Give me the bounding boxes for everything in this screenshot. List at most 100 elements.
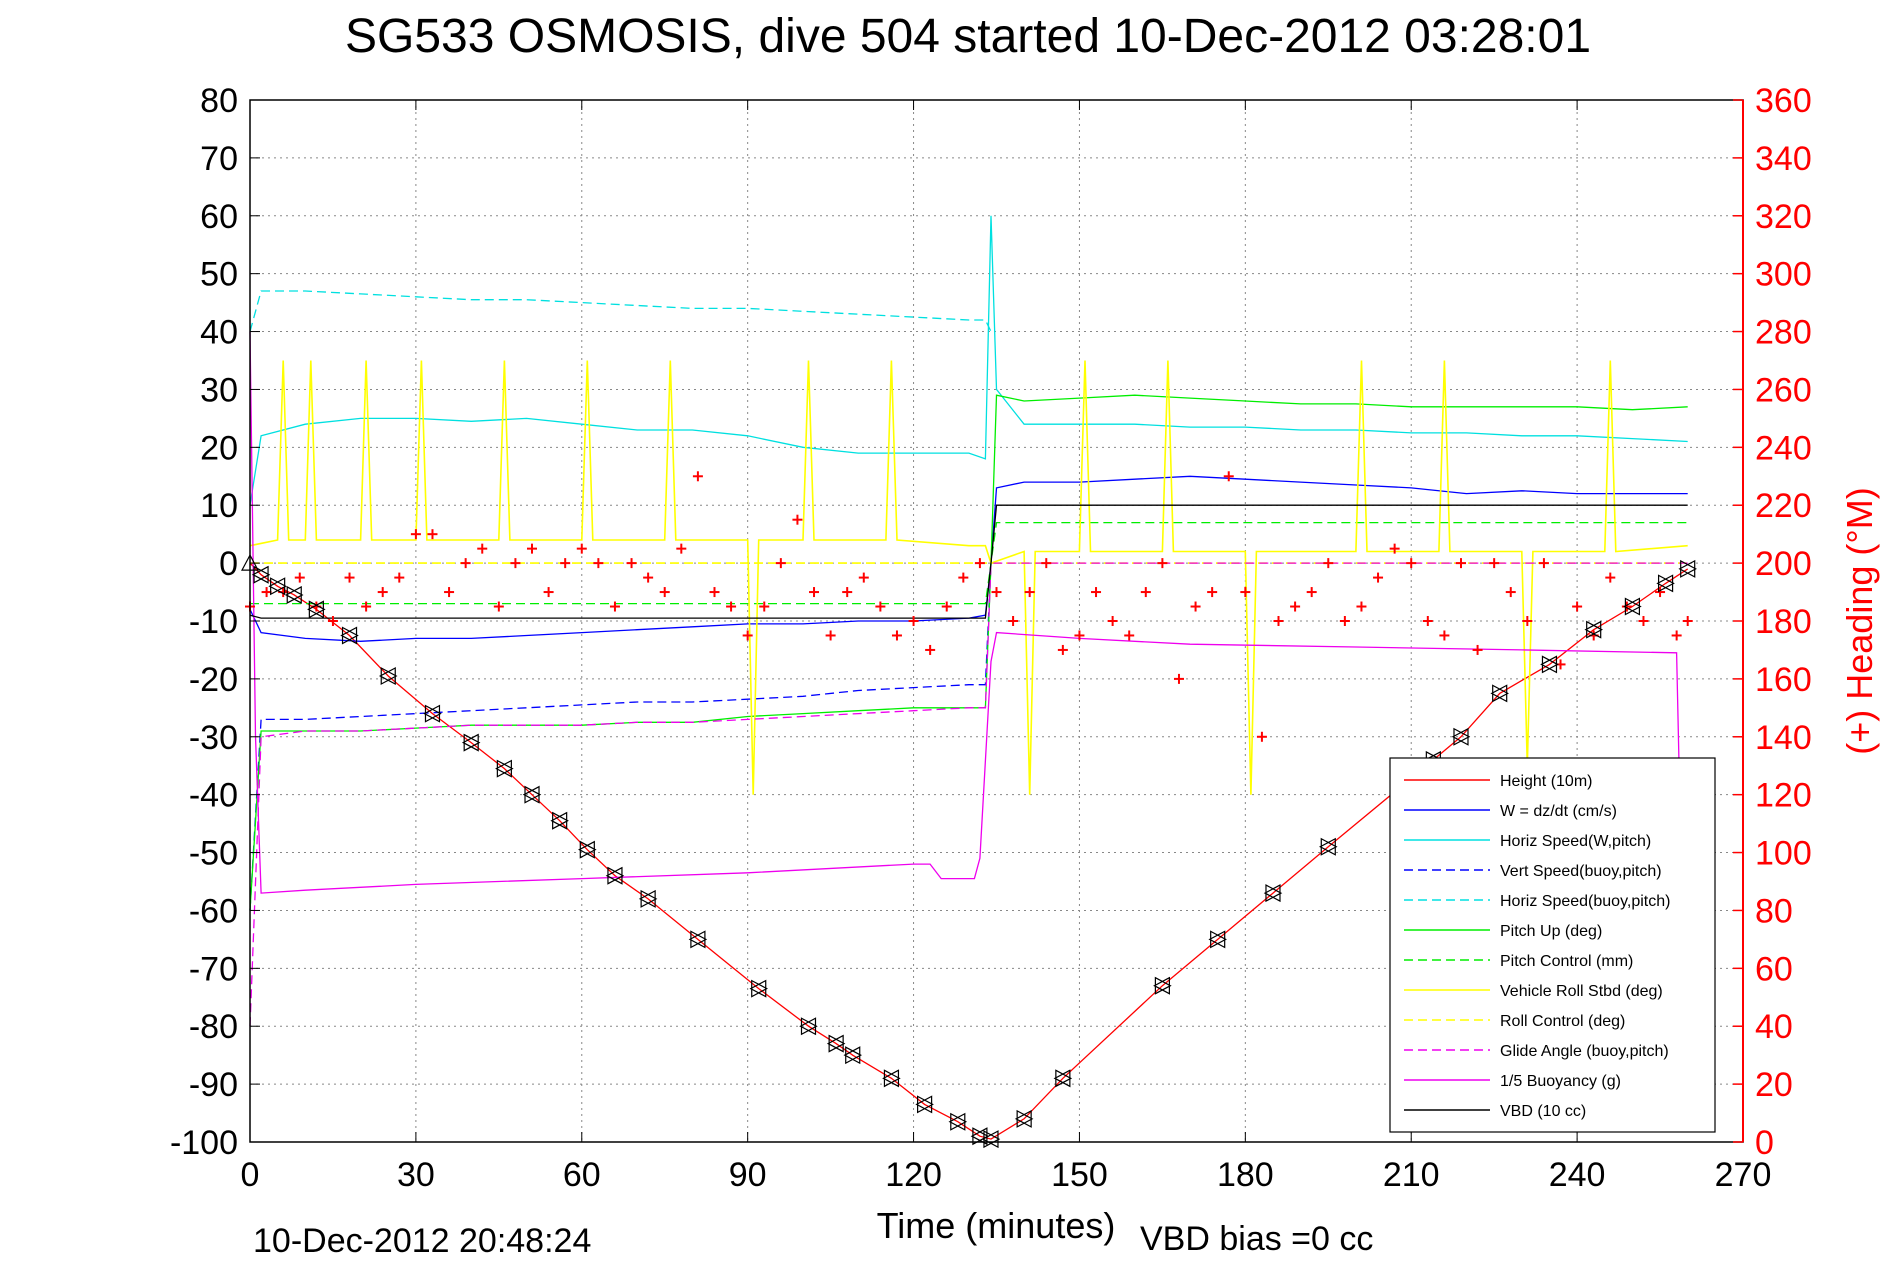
heading-point [1273, 616, 1284, 626]
series-vehicle-roll-stbd-deg [249, 360, 1688, 795]
heading-point [1522, 616, 1533, 626]
y-tick-label: 60 [200, 198, 238, 236]
y-tick-label: 80 [200, 82, 238, 120]
heading-point [1572, 601, 1583, 612]
height-marker [461, 733, 479, 752]
heading-point [344, 572, 355, 583]
y2-tick-label: 140 [1755, 719, 1812, 757]
y-tick-label: 30 [200, 371, 238, 409]
heading-point [1207, 587, 1218, 598]
y2-tick-label: 100 [1755, 835, 1812, 873]
height-marker [1451, 727, 1469, 746]
heading-point [593, 558, 604, 569]
heading-point [626, 558, 637, 569]
heading-point [1256, 731, 1267, 742]
height-marker [578, 840, 595, 859]
x-tick-label: 270 [1715, 1156, 1772, 1194]
legend: Height (10m) W = dz/dt (cm/s) Horiz Speed(… [1389, 757, 1716, 1133]
height-marker [948, 1112, 966, 1131]
heading-point [1422, 616, 1433, 626]
height-marker [307, 600, 324, 619]
series-1-5-buoyancy-g [249, 331, 1683, 911]
heading-point [527, 543, 538, 554]
y2-tick-label: 120 [1755, 777, 1812, 815]
heading-point [775, 558, 786, 569]
heading-point [809, 587, 820, 598]
heading-point [842, 587, 853, 598]
y-tick-label: -10 [189, 603, 238, 641]
heading-point [477, 543, 488, 554]
legend-label: 1/5 Buoyancy (g) [1500, 1073, 1621, 1090]
y2-tick-label: 20 [1755, 1066, 1793, 1104]
y-tick-label: 50 [200, 256, 238, 294]
height-marker [970, 1127, 988, 1146]
height-marker [688, 930, 706, 949]
x-tick-label: 180 [1217, 1156, 1274, 1194]
heading-point [410, 529, 421, 540]
height-marker [1319, 837, 1336, 856]
heading-point [1638, 616, 1649, 626]
heading-point [543, 587, 554, 598]
heading-point [1373, 572, 1384, 583]
y-tick-label: -70 [189, 950, 238, 988]
heading-point [941, 601, 952, 612]
y-tick-label: -60 [189, 892, 238, 930]
heading-point [1290, 601, 1301, 612]
heading-point [974, 558, 985, 569]
y2-tick-label: 240 [1755, 429, 1812, 467]
y2-tick-label: 300 [1755, 256, 1812, 294]
y2-tick-label: 340 [1755, 140, 1812, 178]
heading-point [1489, 558, 1500, 569]
y-tick-label: 70 [200, 140, 238, 178]
x-axis-label: Time (minutes) [877, 1205, 1116, 1246]
heading-point [427, 529, 438, 540]
heading-point [1439, 630, 1450, 641]
height-marker [251, 565, 269, 584]
y-tick-label: -90 [189, 1066, 238, 1104]
legend-label: Pitch Control (mm) [1500, 953, 1633, 970]
y2-tick-label: 360 [1755, 82, 1812, 120]
legend-label: Horiz Speed(buoy,pitch) [1500, 893, 1670, 910]
height-marker [1263, 884, 1281, 903]
heading-point [394, 572, 405, 583]
heading-point [709, 587, 720, 598]
y-tick-label: -80 [189, 1008, 238, 1046]
axis-layer: 0 30 60 90 120 150 180 210 240 270-100-90-80-70-6… [170, 82, 1812, 1194]
heading-point [659, 587, 670, 598]
x-tick-label: 150 [1051, 1156, 1108, 1194]
legend-label: Vehicle Roll Stbd (deg) [1500, 983, 1663, 1000]
legend-label: Vert Speed(buoy,pitch) [1500, 863, 1662, 880]
heading-point [692, 471, 703, 482]
height-marker [843, 1046, 861, 1065]
height-marker [981, 1130, 999, 1149]
y2-tick-label: 60 [1755, 950, 1793, 988]
heading-point [1505, 587, 1516, 598]
height-marker [826, 1034, 844, 1053]
y2-tick-label: 0 [1755, 1124, 1774, 1162]
height-marker [799, 1017, 817, 1036]
heading-point [858, 572, 869, 583]
series-pitch-control-mm [250, 521, 1688, 605]
height-marker [1623, 597, 1641, 616]
heading-point [676, 543, 687, 554]
heading-point [875, 601, 886, 612]
height-marker [638, 889, 656, 908]
chart-title: SG533 OSMOSIS, dive 504 started 10-Dec-2… [345, 10, 1591, 63]
legend-label: Roll Control (deg) [1500, 1013, 1625, 1030]
x-tick-label: 0 [241, 1156, 260, 1194]
series-layer [249, 215, 1689, 1140]
y-tick-label: -30 [189, 719, 238, 757]
height-markers [241, 553, 1697, 1149]
heading-point [1173, 673, 1184, 684]
series-height-10m [249, 562, 1689, 1140]
height-marker [1153, 976, 1170, 995]
y2-tick-label: 220 [1755, 487, 1812, 525]
series-vert-speed-buoy-pitch [249, 563, 992, 911]
y2-tick-label: 40 [1755, 1008, 1793, 1046]
heading-point [1140, 587, 1151, 598]
series-vbd-10-cc [249, 504, 1688, 619]
heading-point [1223, 471, 1234, 482]
height-marker [550, 811, 568, 830]
heading-point [825, 630, 836, 641]
